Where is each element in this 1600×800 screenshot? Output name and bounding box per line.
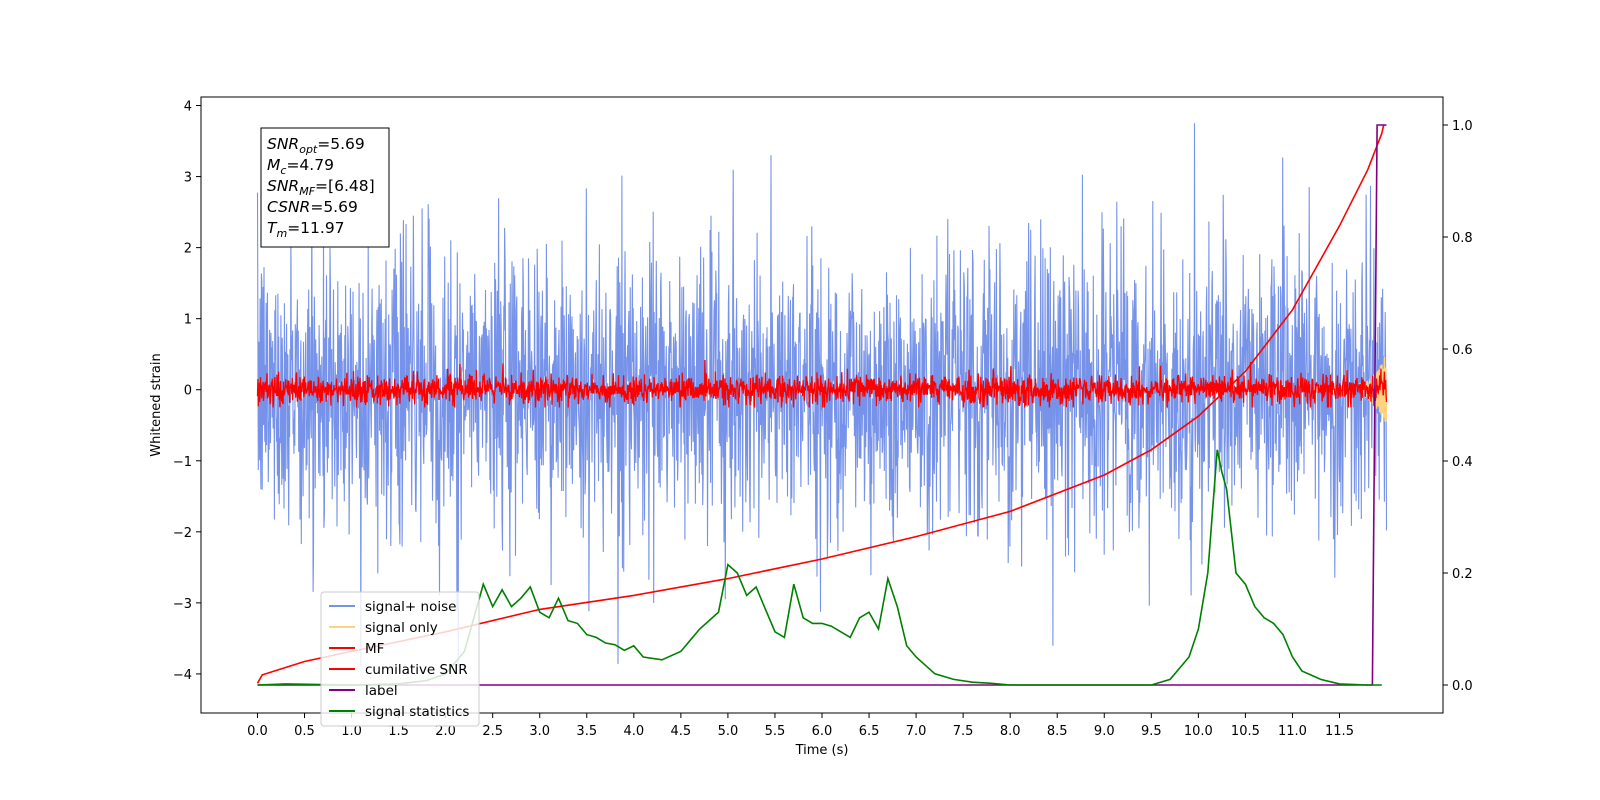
info-line: Tm=11.97 (267, 219, 345, 240)
legend-label: cumilative SNR (365, 662, 468, 678)
x-tick-label: 7.5 (953, 724, 974, 739)
x-tick-label: 4.0 (623, 724, 644, 739)
legend-label: signal statistics (365, 704, 469, 720)
y2-tick-label: 0.6 (1452, 343, 1473, 358)
y-tick-label: 0 (184, 384, 192, 399)
y2-tick-label: 0.8 (1452, 231, 1473, 246)
y2-tick-label: 0.2 (1452, 567, 1473, 582)
x-tick-label: 3.5 (576, 724, 597, 739)
x-tick-label: 11.5 (1325, 724, 1354, 739)
x-axis: 0.0 0.5 1.0 1.5 2.0 2.5 3.0 3.5 4.0 4.5 5.0 5.5 6.0 6… (247, 713, 1354, 739)
y-tick-label: 3 (184, 171, 192, 186)
x-tick-label: 6.5 (859, 724, 880, 739)
legend: signal+ noise signal only MF cumilative SNR… (320, 591, 480, 727)
x-tick-label: 8.5 (1047, 724, 1068, 739)
legend-frame (320, 591, 480, 727)
info-line: SNRMF=[6.48] (267, 177, 375, 198)
x-tick-label: 2.5 (482, 724, 503, 739)
legend-label: MF (365, 641, 384, 657)
y2-tick-label: 0.4 (1452, 455, 1473, 470)
y2-tick-label: 0.0 (1452, 679, 1473, 694)
x-tick-label: 3.0 (529, 724, 550, 739)
x-tick-label: 10.5 (1231, 724, 1260, 739)
x-tick-label: 9.5 (1141, 724, 1162, 739)
y-tick-label: −4 (173, 668, 192, 683)
legend-label: label (365, 683, 398, 699)
series-signal-statistics (257, 449, 1382, 686)
y-tick-label: −2 (173, 526, 192, 541)
info-box-frame (260, 127, 390, 248)
y-tick-label: −1 (173, 455, 192, 470)
legend-label: signal only (365, 620, 438, 636)
x-tick-label: 8.0 (1000, 724, 1021, 739)
x-tick-label: 5.0 (718, 724, 739, 739)
y2-tick-label: 1.0 (1452, 119, 1473, 134)
y-tick-label: 2 (184, 242, 192, 257)
x-tick-label: 9.0 (1094, 724, 1115, 739)
y-tick-label: 4 (184, 100, 192, 115)
x-tick-label: 6.0 (812, 724, 833, 739)
series-mf (256, 359, 1388, 408)
x-axis-label: Time (s) (795, 743, 849, 758)
series-label (257, 124, 1387, 686)
x-tick-label: 7.0 (906, 724, 927, 739)
x-tick-label: 5.5 (765, 724, 786, 739)
y-axis-label: Whitened strain (149, 353, 164, 456)
info-line: Mc=4.79 (267, 156, 334, 177)
x-tick-label: 1.0 (341, 724, 362, 739)
x-tick-label: 0.0 (247, 724, 268, 739)
x-tick-label: 4.5 (671, 724, 692, 739)
info-line: CSNR=5.69 (267, 198, 358, 216)
y-axis-right: 0.0 0.2 0.4 0.6 0.8 1.0 (1443, 119, 1473, 694)
y-axis-left: −4 −3 −2 −1 0 1 2 3 4 (173, 100, 201, 683)
x-tick-label: 11.0 (1278, 724, 1307, 739)
x-tick-label: 1.5 (388, 724, 409, 739)
legend-label: signal+ noise (365, 599, 456, 615)
x-tick-label: 0.5 (294, 724, 315, 739)
x-tick-label: 10.0 (1184, 724, 1213, 739)
x-tick-label: 2.0 (435, 724, 456, 739)
y-tick-label: −3 (173, 597, 192, 612)
info-line: SNRopt=5.69 (267, 135, 365, 156)
y-tick-label: 1 (184, 313, 192, 328)
